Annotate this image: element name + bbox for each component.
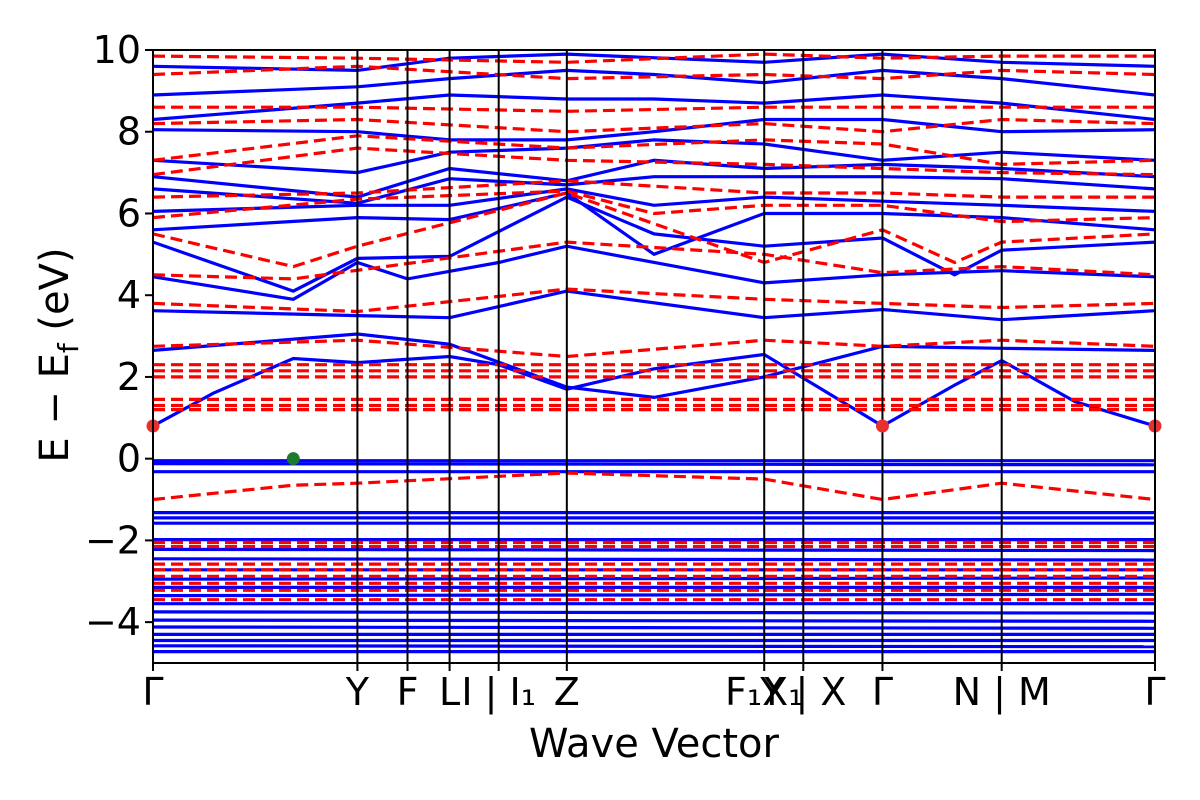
x-tick-label: Z: [554, 670, 580, 714]
solid-band-28: [153, 175, 1155, 205]
x-tick-label: Γ: [872, 670, 893, 714]
solid-band-25: [153, 195, 1155, 293]
x-axis-label: Wave Vector: [529, 721, 780, 767]
y-axis-label-unit: (eV): [32, 247, 78, 343]
solid-band-32: [153, 93, 1155, 122]
x-tick-label: L: [439, 670, 460, 714]
solid-band-33: [153, 68, 1155, 97]
dashed-band-17: [153, 240, 1155, 281]
solid-band-6: [153, 610, 1155, 615]
solid-band-21: [153, 352, 1155, 428]
solid-band-29: [153, 158, 1155, 199]
solid-band-1: [153, 644, 1155, 649]
solid-band-27: [153, 187, 1155, 213]
solid-band-26: [153, 191, 1155, 257]
x-tick-label: Y | X: [759, 670, 846, 715]
x-tick-label: F₁X₁: [725, 670, 803, 714]
y-axis-label-main: E − E: [32, 353, 78, 463]
y-axis-label: E − Ef (eV): [32, 247, 85, 462]
y-axis: −4 −2 0 2 4 6 8 10: [85, 28, 153, 644]
solid-band-31: [153, 117, 1155, 142]
solid-band-4: [153, 625, 1155, 630]
dashed-band-25: [153, 64, 1155, 81]
y-tick-label: 4: [117, 273, 141, 317]
x-tick-label: N | M: [953, 670, 1051, 715]
solid-band-22: [153, 332, 1155, 400]
y-tick-label: 10: [93, 28, 141, 72]
y-tick-label: 6: [117, 191, 141, 235]
plot-frame: [152, 49, 1156, 664]
solid-band-19: [153, 462, 1155, 467]
x-tick-label: Y: [345, 670, 370, 714]
band-edge-marker-1: [286, 452, 300, 466]
x-tick-label: I | I₁: [461, 670, 536, 715]
y-tick-label: 0: [117, 437, 141, 481]
solid-band-24: [153, 244, 1155, 301]
y-tick-label: 8: [117, 110, 141, 154]
solid-band-5: [153, 618, 1155, 623]
dashed-band-19: [153, 189, 1155, 224]
x-tick-label: F: [397, 670, 419, 714]
dashed-band-24: [153, 105, 1155, 113]
solid-band-12: [153, 557, 1155, 562]
y-tick-label: −4: [85, 600, 141, 644]
solid-band-30: [153, 138, 1155, 175]
plot-area: [153, 50, 1155, 663]
x-tick-label: Γ: [142, 670, 163, 714]
y-tick-label: 2: [117, 355, 141, 399]
solid-band-23: [153, 289, 1155, 322]
x-tick-label: Γ: [1144, 670, 1165, 714]
band-edge-marker-2: [875, 419, 889, 433]
dashed-band-20: [153, 179, 1155, 199]
solid-band-10: [153, 576, 1155, 581]
dashed-band-8: [153, 471, 1155, 502]
y-tick-label: −2: [85, 518, 141, 562]
y-axis-label-sub: f: [52, 342, 85, 353]
solid-band-13: [153, 547, 1155, 553]
solid-band-8: [153, 592, 1155, 598]
